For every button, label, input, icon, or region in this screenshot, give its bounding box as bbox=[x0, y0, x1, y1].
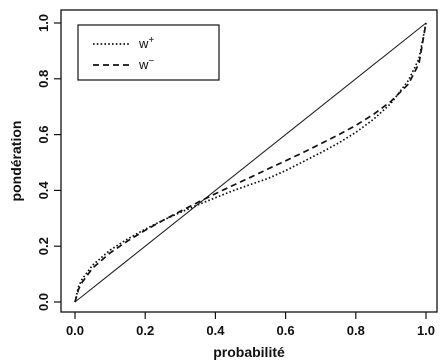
y-tick-label: 0.4 bbox=[36, 181, 51, 200]
reference-diagonal-line bbox=[74, 22, 427, 303]
plot-frame bbox=[60, 9, 438, 313]
y-tick-label: 1.0 bbox=[36, 14, 51, 32]
legend-box bbox=[77, 24, 220, 81]
x-tick-label: 0.2 bbox=[136, 323, 154, 338]
y-axis-label: pondération bbox=[8, 121, 24, 202]
series-w-minus-line bbox=[74, 22, 427, 303]
series-layer bbox=[74, 22, 427, 303]
legend-label-w-plus: w+ bbox=[138, 35, 154, 51]
x-tick-label: 0.4 bbox=[206, 323, 225, 338]
x-axis-label: probabilité bbox=[213, 344, 285, 360]
legend-label-w-minus: w− bbox=[138, 56, 154, 72]
x-tick-label: 0.0 bbox=[66, 323, 84, 338]
x-tick-label: 0.8 bbox=[347, 323, 365, 338]
y-tick-label: 0.6 bbox=[36, 126, 51, 144]
x-tick-label: 0.6 bbox=[277, 323, 295, 338]
y-tick-label: 0.2 bbox=[36, 237, 51, 255]
y-tick-label: 0.8 bbox=[36, 70, 51, 88]
x-axis: 0.0 0.2 0.4 0.6 0.8 1.0 bbox=[66, 312, 435, 338]
y-tick-label: 0.0 bbox=[36, 293, 51, 311]
legend: w+ w− bbox=[77, 24, 220, 81]
x-tick-label: 1.0 bbox=[417, 323, 435, 338]
y-axis: 0.0 0.2 0.4 0.6 0.8 1.0 bbox=[36, 14, 61, 311]
